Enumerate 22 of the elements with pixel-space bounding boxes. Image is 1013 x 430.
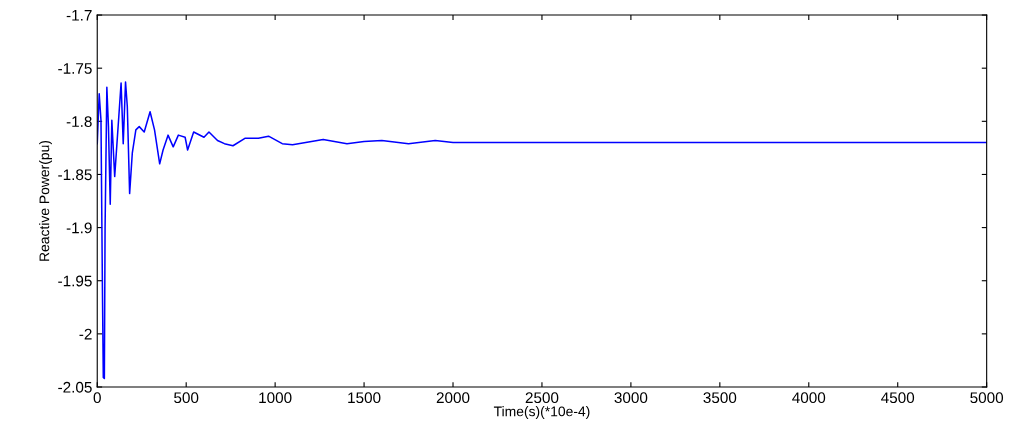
y-tick-label: -1.9 [66,222,92,234]
y-tick-label: -1.85 [58,169,92,181]
y-tick-label: -1.95 [58,275,92,287]
y-tick-label: -2 [79,328,92,340]
x-tick-label: 3500 [703,392,737,404]
x-tick-label: 2500 [525,392,559,404]
x-tick-label: 1000 [259,392,292,404]
y-tick-label: -2.05 [58,381,92,393]
x-tick-label: 3000 [614,392,648,404]
y-tick-label: -1.8 [66,116,92,128]
x-tick-label: 5000 [970,392,1004,404]
x-tick-label: 0 [93,392,101,404]
x-axis-title: Time(s)(*10e-4) [493,406,590,420]
x-tick-label: 1500 [348,392,381,404]
x-tick-label: 2000 [436,392,470,404]
y-tick-label: -1.7 [66,10,92,21]
y-axis-title: Reactive Power(pu) [39,140,53,261]
x-tick-label: 500 [174,392,199,404]
x-tick-label: 4500 [881,392,915,404]
line-series [97,81,987,380]
y-tick-label: -1.75 [58,63,92,74]
x-tick-label: 4000 [792,392,826,404]
